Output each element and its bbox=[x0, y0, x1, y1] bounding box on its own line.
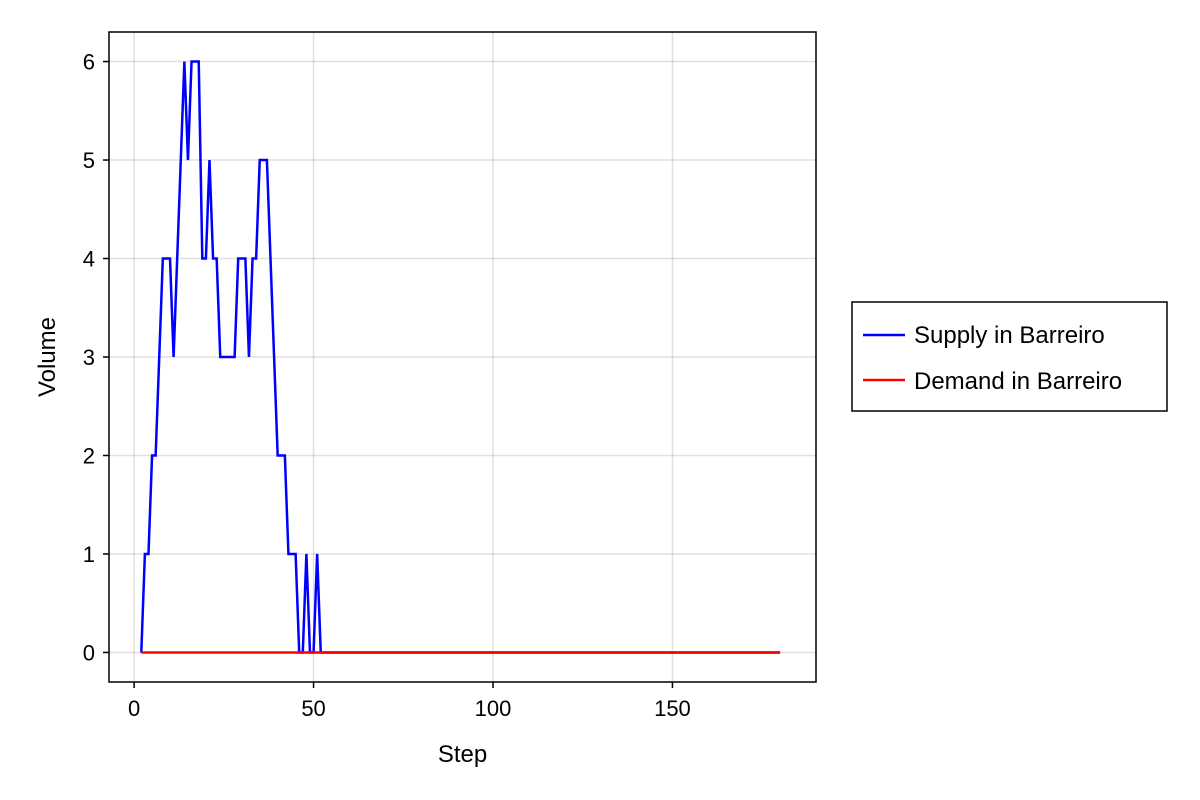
x-tick-label: 50 bbox=[301, 696, 325, 721]
y-tick-label: 0 bbox=[83, 640, 95, 665]
legend-label-demand: Demand in Barreiro bbox=[914, 368, 1122, 395]
y-tick-label: 5 bbox=[83, 148, 95, 173]
axis-ticks: 0 50 100 150 0 1 2 3 4 5 6 bbox=[83, 50, 691, 721]
legend: Supply in Barreiro Demand in Barreiro bbox=[851, 301, 1168, 412]
y-tick-label: 6 bbox=[83, 50, 95, 75]
x-tick-label: 100 bbox=[475, 696, 512, 721]
y-tick-label: 4 bbox=[83, 247, 95, 272]
legend-label-supply: Supply in Barreiro bbox=[914, 322, 1105, 349]
x-axis-label: Step bbox=[438, 741, 487, 768]
y-axis-label: Volume bbox=[34, 317, 61, 397]
legend-box bbox=[851, 301, 1168, 412]
x-tick-label: 0 bbox=[128, 696, 140, 721]
series-line-supply bbox=[140, 60, 781, 654]
y-tick-label: 1 bbox=[83, 542, 95, 567]
x-tick-label: 150 bbox=[654, 696, 691, 721]
plot-series bbox=[140, 60, 781, 654]
grid-lines bbox=[109, 32, 816, 682]
y-tick-label: 2 bbox=[83, 443, 95, 468]
y-tick-label: 3 bbox=[83, 345, 95, 370]
